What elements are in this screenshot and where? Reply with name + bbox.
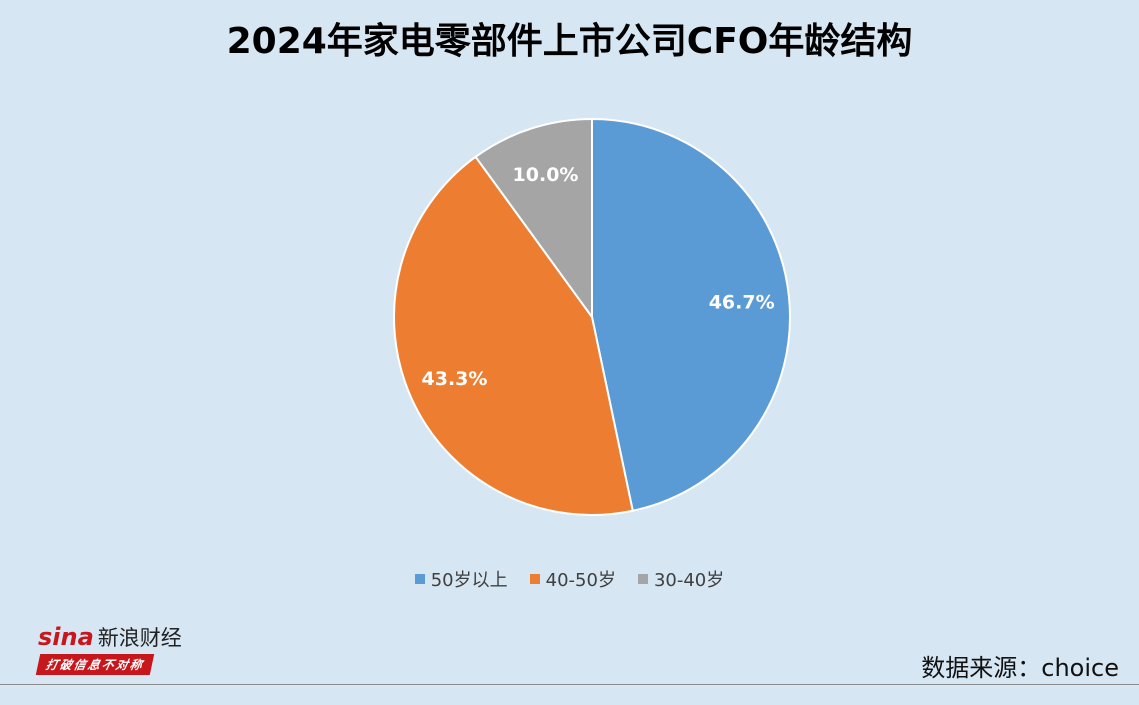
legend-swatch [414, 574, 425, 584]
sina-wordmark: sina [38, 623, 94, 651]
legend-label: 50岁以上 [430, 570, 508, 591]
pie-slice-2 [474, 117, 593, 321]
sina-finance-logo: sina 新浪财经 打破信息不对称 [35, 622, 198, 676]
legend-label: 40-50岁 [545, 570, 616, 591]
legend-label: 30-40岁 [653, 570, 725, 591]
legend-item-30-40: 30-40岁 [637, 566, 725, 592]
legend-item-40-50: 40-50岁 [529, 566, 616, 592]
data-label-0: 46.7% [709, 291, 775, 313]
logo-name: 新浪财经 [97, 626, 182, 650]
legend-swatch [637, 574, 648, 584]
pie-slice-1 [393, 155, 634, 516]
legend-swatch [529, 574, 540, 584]
data-source: 数据来源：choice [921, 654, 1119, 682]
pie-slice-0 [591, 117, 791, 512]
divider [0, 684, 1139, 685]
data-label-2: 10.0% [513, 164, 579, 186]
data-label-1: 43.3% [422, 368, 488, 390]
chart-title: 2024年家电零部件上市公司CFO年龄结构 [226, 21, 913, 62]
legend-item-50-plus: 50岁以上 [414, 566, 508, 592]
logo-tagline: 打破信息不对称 [35, 654, 155, 675]
legend: 50岁以上 40-50岁 30-40岁 [0, 566, 1139, 592]
